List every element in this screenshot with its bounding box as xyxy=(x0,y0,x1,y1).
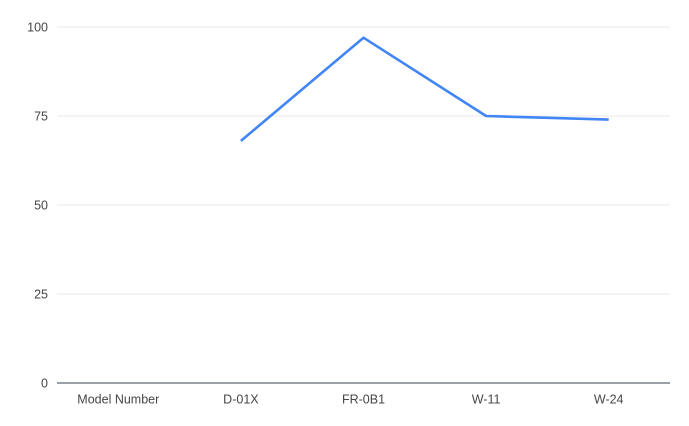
x-axis-tick-labels: Model Number D-01X FR-0B1 W-11 W-24 xyxy=(77,392,623,406)
series-1-line xyxy=(240,36,609,142)
x-tick-label-fr-0b1: FR-0B1 xyxy=(342,392,385,406)
y-tick-label-75: 75 xyxy=(34,109,48,123)
x-tick-label-w-24: W-24 xyxy=(594,392,624,406)
y-tick-label-0: 0 xyxy=(41,376,48,390)
y-tick-label-25: 25 xyxy=(34,287,48,301)
y-tick-label-50: 50 xyxy=(34,198,48,212)
y-axis-tick-labels: 100 75 50 25 0 xyxy=(27,20,48,390)
x-tick-label-w-11: W-11 xyxy=(472,392,501,406)
x-tick-label-model-number: Model Number xyxy=(77,392,159,406)
x-tick-label-d-01x: D-01X xyxy=(223,392,259,406)
y-tick-label-100: 100 xyxy=(27,20,48,34)
data-series-group xyxy=(240,36,609,142)
gridlines xyxy=(57,26,670,384)
